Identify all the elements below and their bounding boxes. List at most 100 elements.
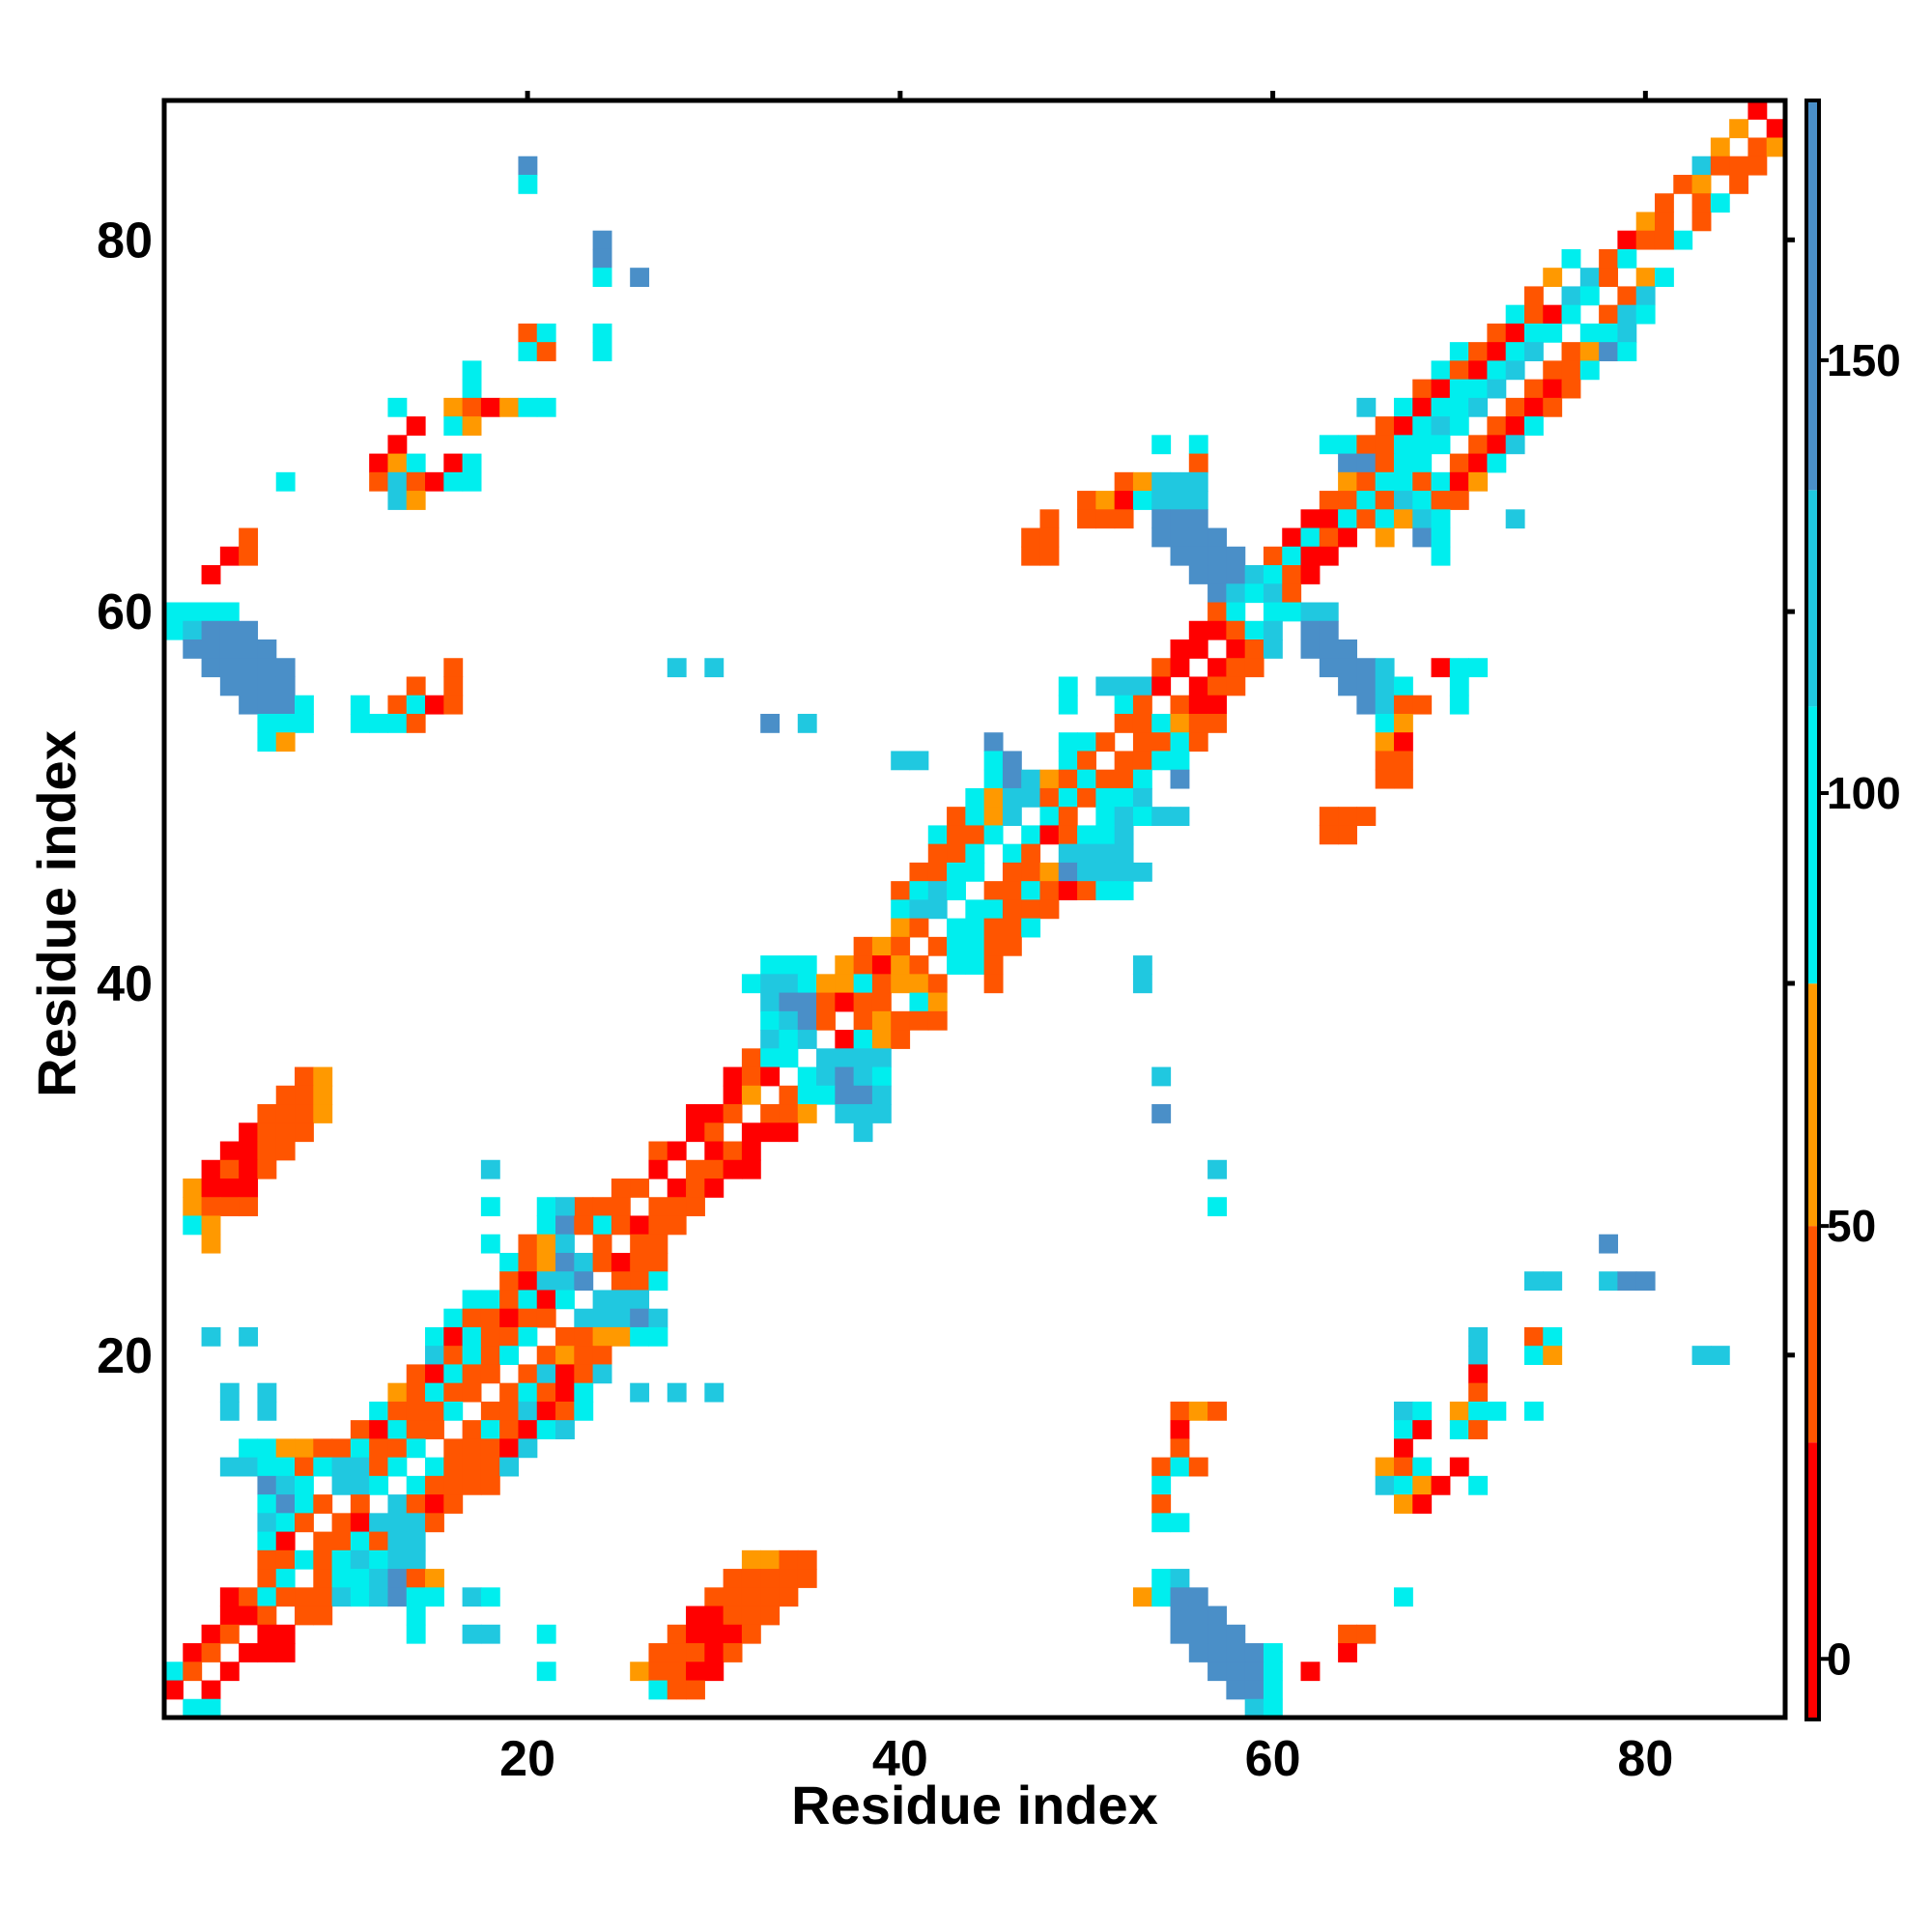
heatmap-cell <box>909 751 929 771</box>
heatmap-cell <box>1244 639 1264 659</box>
heatmap-cell <box>1523 323 1544 343</box>
colorbar-frame <box>1804 99 1821 1721</box>
heatmap-cell <box>891 1030 911 1049</box>
heatmap-cell <box>406 695 426 715</box>
heatmap-cell <box>1431 1475 1451 1495</box>
heatmap-cell <box>387 1587 408 1607</box>
heatmap-cell <box>1188 527 1208 548</box>
heatmap-cell <box>219 1382 240 1403</box>
heatmap-cell <box>1375 509 1395 529</box>
heatmap-cell <box>331 1587 352 1607</box>
heatmap-cell <box>406 1513 426 1533</box>
heatmap-cell <box>462 1364 482 1384</box>
heatmap-cell <box>1002 751 1022 771</box>
heatmap-cell <box>909 1010 929 1031</box>
heatmap-cell <box>1114 676 1134 696</box>
heatmap-cell <box>518 1364 538 1384</box>
heatmap-cell <box>1114 825 1134 845</box>
heatmap-cell <box>443 1308 464 1328</box>
heatmap-cell <box>686 1605 705 1626</box>
heatmap-cell <box>1058 843 1078 864</box>
heatmap-cell <box>1375 416 1395 436</box>
heatmap-cell <box>257 1382 277 1403</box>
heatmap-cell <box>313 1587 333 1607</box>
heatmap-cell <box>518 1290 538 1310</box>
heatmap-cell <box>1487 342 1507 361</box>
heatmap-cell <box>239 620 259 640</box>
heatmap-cell <box>1058 807 1078 827</box>
heatmap-cell <box>499 397 520 417</box>
heatmap-cell <box>611 1290 631 1310</box>
heatmap-cell <box>1393 751 1413 771</box>
heatmap-cell <box>350 1531 370 1551</box>
heatmap-cell <box>741 1085 761 1105</box>
heatmap-cell <box>369 1401 389 1421</box>
heatmap-cell <box>1114 807 1134 827</box>
heatmap-cell <box>1039 825 1060 845</box>
heatmap-cell <box>965 955 985 975</box>
heatmap-cell <box>257 1513 277 1533</box>
heatmap-cell <box>1095 787 1116 808</box>
heatmap-cell <box>1021 899 1041 920</box>
heatmap-cell <box>369 1587 389 1607</box>
heatmap-cell <box>779 1549 799 1570</box>
heatmap-cell <box>1412 509 1433 529</box>
heatmap-cell <box>1338 825 1357 845</box>
heatmap-cell <box>1747 137 1768 157</box>
heatmap-cell <box>1393 1475 1413 1495</box>
heatmap-cell <box>592 1252 612 1272</box>
heatmap-cell <box>295 1605 314 1626</box>
heatmap-cell <box>239 527 259 548</box>
heatmap-cell <box>406 713 426 733</box>
heatmap-cell <box>1077 769 1096 789</box>
heatmap-cell <box>295 713 314 733</box>
heatmap-cell <box>1188 620 1208 640</box>
heatmap-cell <box>1188 1457 1208 1477</box>
heatmap-cell <box>1393 695 1413 715</box>
heatmap-cell <box>574 1364 594 1384</box>
heatmap-cell <box>611 1326 631 1347</box>
heatmap-cells <box>164 100 1786 1719</box>
heatmap-cell <box>387 453 408 473</box>
heatmap-cell <box>536 1624 556 1644</box>
heatmap-cell <box>1226 602 1246 622</box>
heatmap-cell <box>1468 471 1488 492</box>
heatmap-cell <box>480 1159 500 1179</box>
heatmap-cell <box>630 1382 650 1403</box>
heatmap-cell <box>350 1587 370 1607</box>
heatmap-cell <box>648 1197 668 1217</box>
heatmap-cell <box>1487 323 1507 343</box>
heatmap-cell <box>1338 658 1357 678</box>
heatmap-cell <box>871 974 892 994</box>
heatmap-cell <box>275 658 296 678</box>
heatmap-cell <box>1208 676 1227 696</box>
y-tick-label: 20 <box>97 1328 153 1384</box>
heatmap-cell <box>797 1569 817 1588</box>
heatmap-cell <box>1188 732 1208 753</box>
heatmap-cell <box>1561 248 1581 269</box>
heatmap-cell <box>1021 527 1041 548</box>
heatmap-cell <box>443 1382 464 1403</box>
heatmap-cell <box>1431 658 1451 678</box>
heatmap-cell <box>183 1179 203 1198</box>
heatmap-cell <box>927 1010 948 1031</box>
heatmap-cell <box>443 453 464 473</box>
heatmap-cell <box>648 1308 668 1328</box>
heatmap-cell <box>369 1569 389 1588</box>
heatmap-cell <box>1151 1569 1172 1588</box>
heatmap-cell <box>1132 695 1152 715</box>
heatmap-cell <box>406 491 426 510</box>
heatmap-cell <box>555 1290 575 1310</box>
heatmap-cell <box>406 471 426 492</box>
heatmap-cell <box>1058 862 1078 882</box>
heatmap-cell <box>1151 807 1172 827</box>
heatmap-cell <box>387 1382 408 1403</box>
heatmap-cell <box>648 1271 668 1292</box>
heatmap-cell <box>1300 602 1321 622</box>
heatmap-cell <box>239 1141 259 1161</box>
heatmap-cell <box>1058 769 1078 789</box>
heatmap-cell <box>797 955 817 975</box>
heatmap-cell <box>1487 416 1507 436</box>
heatmap-cell <box>295 1122 314 1143</box>
heatmap-cell <box>331 1438 352 1459</box>
